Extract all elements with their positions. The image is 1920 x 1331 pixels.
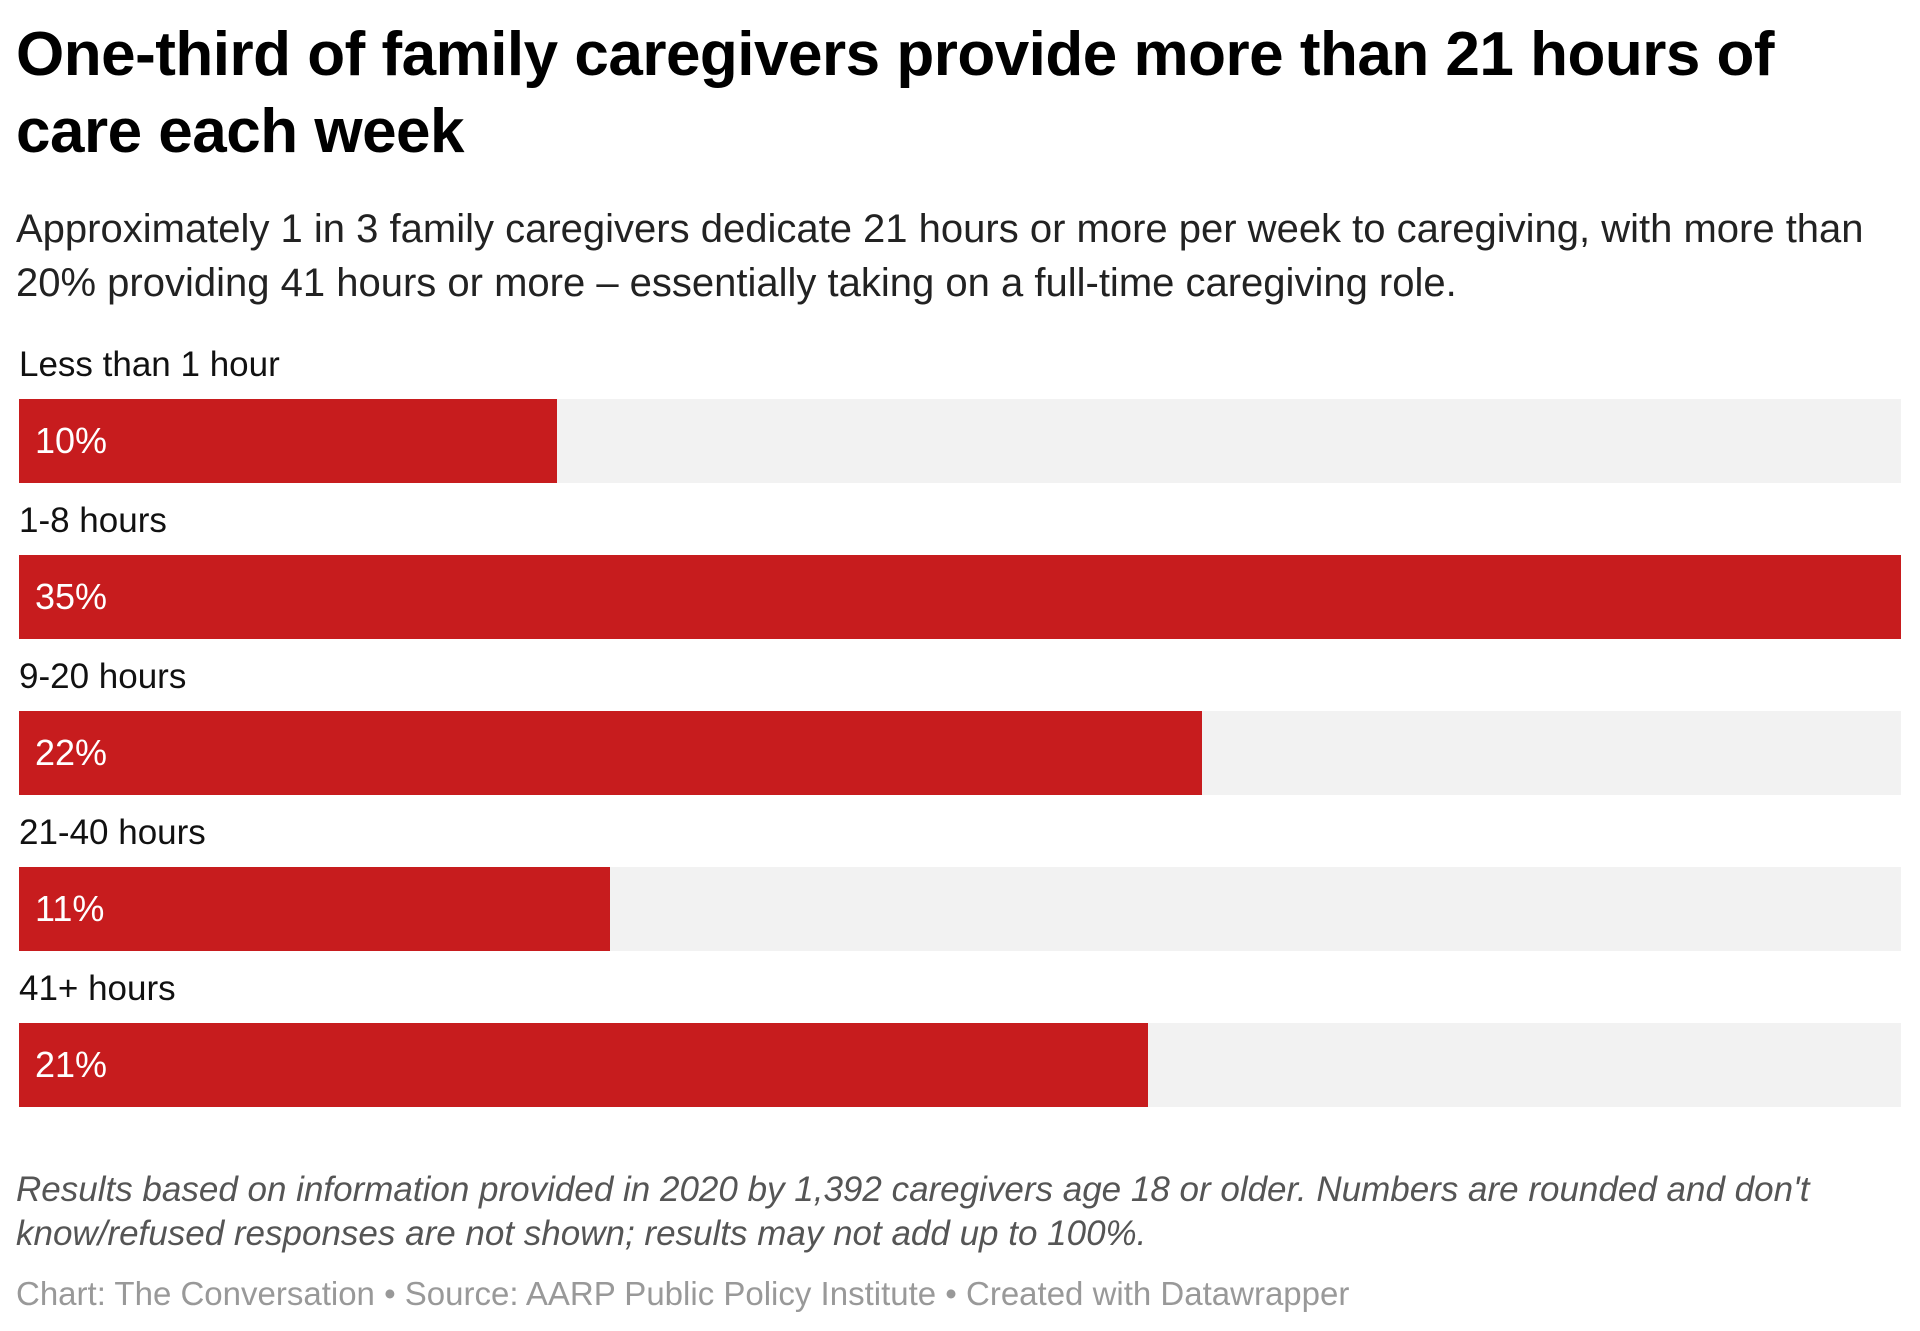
bar-row: 21-40 hours 11% (19, 808, 1901, 964)
bar-track: 35% (19, 555, 1901, 639)
value-label: 11% (35, 888, 105, 929)
category-label: 9-20 hours (19, 657, 187, 696)
bar (19, 1023, 1149, 1107)
value-label: 10% (35, 420, 108, 461)
bar (19, 399, 557, 483)
chart-title: One-third of family caregivers provide m… (16, 20, 1775, 166)
bar (19, 711, 1202, 795)
bar-track: 21% (19, 1023, 1901, 1107)
bar-row: 1-8 hours 35% (19, 496, 1901, 652)
bar (19, 555, 1901, 639)
bar-row: Less than 1 hour 10% (19, 340, 1901, 496)
bar-track: 10% (19, 399, 1901, 483)
value-label: 21% (35, 1044, 108, 1085)
bar-chart: Less than 1 hour 10% 1-8 hours 35% 9-20 hour… (19, 340, 1901, 1120)
value-label: 35% (35, 576, 108, 617)
bar-track: 22% (19, 711, 1901, 795)
chart-subtitle: Approximately 1 in 3 family caregivers d… (16, 207, 1864, 305)
bar-track: 11% (19, 867, 1901, 951)
chart-notes: Results based on information provided in… (16, 1170, 1810, 1253)
bar-row: 9-20 hours 22% (19, 652, 1901, 808)
category-label: 1-8 hours (19, 501, 167, 540)
bar (19, 867, 611, 951)
category-label: Less than 1 hour (19, 345, 280, 384)
value-label: 22% (35, 732, 108, 773)
bar-row: 41+ hours 21% (19, 964, 1901, 1120)
category-label: 21-40 hours (19, 813, 206, 852)
category-label: 41+ hours (19, 969, 176, 1008)
chart-credit: Chart: The Conversation • Source: AARP P… (16, 1275, 1350, 1312)
